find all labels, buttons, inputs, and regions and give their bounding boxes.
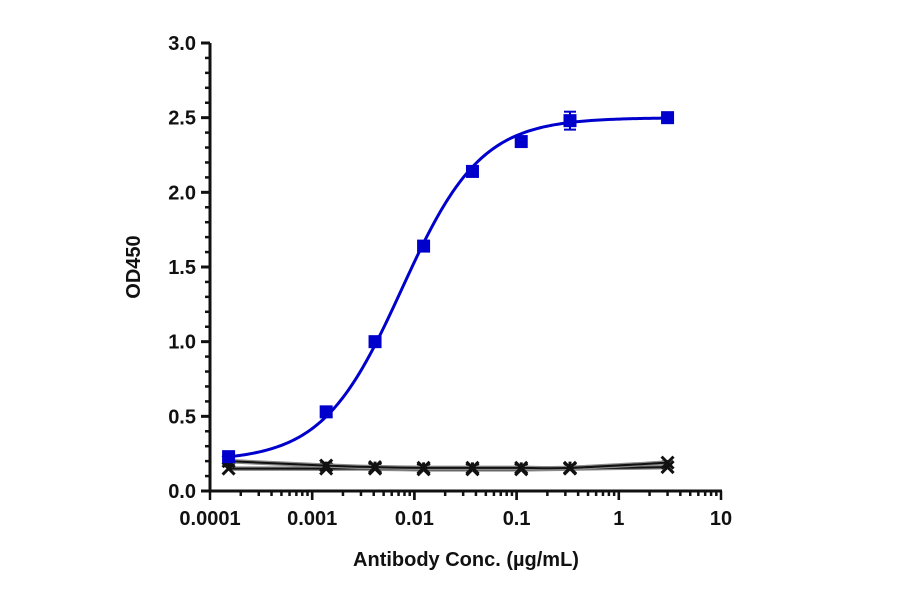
data-point-x bbox=[319, 458, 334, 473]
fit-curve bbox=[228, 116, 668, 459]
x-tick-label: 0.1 bbox=[503, 508, 531, 530]
series-antibody-binding- bbox=[222, 110, 675, 464]
y-tick-label: 2.5 bbox=[168, 108, 196, 130]
data-point-x bbox=[562, 460, 578, 475]
y-tick-label: 0.5 bbox=[168, 406, 196, 428]
x-tick-label: 0.001 bbox=[287, 508, 337, 530]
x-axis-title: Antibody Conc. (µg/mL) bbox=[353, 549, 579, 571]
x-tick-label: 10 bbox=[710, 508, 732, 530]
y-axis-title: OD450 bbox=[123, 235, 145, 298]
data-point-x bbox=[367, 460, 383, 475]
data-point-square bbox=[368, 335, 382, 349]
x-tick-label: 0.0001 bbox=[179, 508, 240, 530]
data-point-square bbox=[319, 405, 333, 419]
y-tick-label: 1.5 bbox=[168, 257, 196, 279]
data-point-x bbox=[514, 460, 529, 475]
plot-area bbox=[221, 110, 675, 477]
x-tick-label: 0.01 bbox=[395, 508, 434, 530]
y-axis: 0.0 0.5 1.0 1.5 2.0 2.5 3.0 bbox=[168, 33, 212, 503]
y-tick-label: 1.0 bbox=[168, 332, 196, 354]
x-tick-label: 1 bbox=[613, 508, 624, 530]
data-point-x bbox=[465, 460, 480, 475]
data-point-square bbox=[417, 239, 431, 253]
x-axis: 0.0001 0.001 0.01 0.1 1 10 bbox=[179, 489, 732, 530]
y-tick-label: 3.0 bbox=[168, 33, 196, 55]
data-point-x bbox=[660, 455, 675, 470]
data-point-square bbox=[563, 114, 577, 128]
data-point-x bbox=[416, 460, 431, 475]
data-point-square bbox=[465, 164, 479, 178]
y-tick-label: 0.0 bbox=[168, 481, 196, 503]
y-tick-label: 2.0 bbox=[168, 182, 196, 204]
data-point-square bbox=[661, 111, 675, 125]
series-control-1 bbox=[221, 454, 675, 475]
data-point-square bbox=[222, 450, 236, 464]
data-point-square bbox=[514, 135, 528, 149]
